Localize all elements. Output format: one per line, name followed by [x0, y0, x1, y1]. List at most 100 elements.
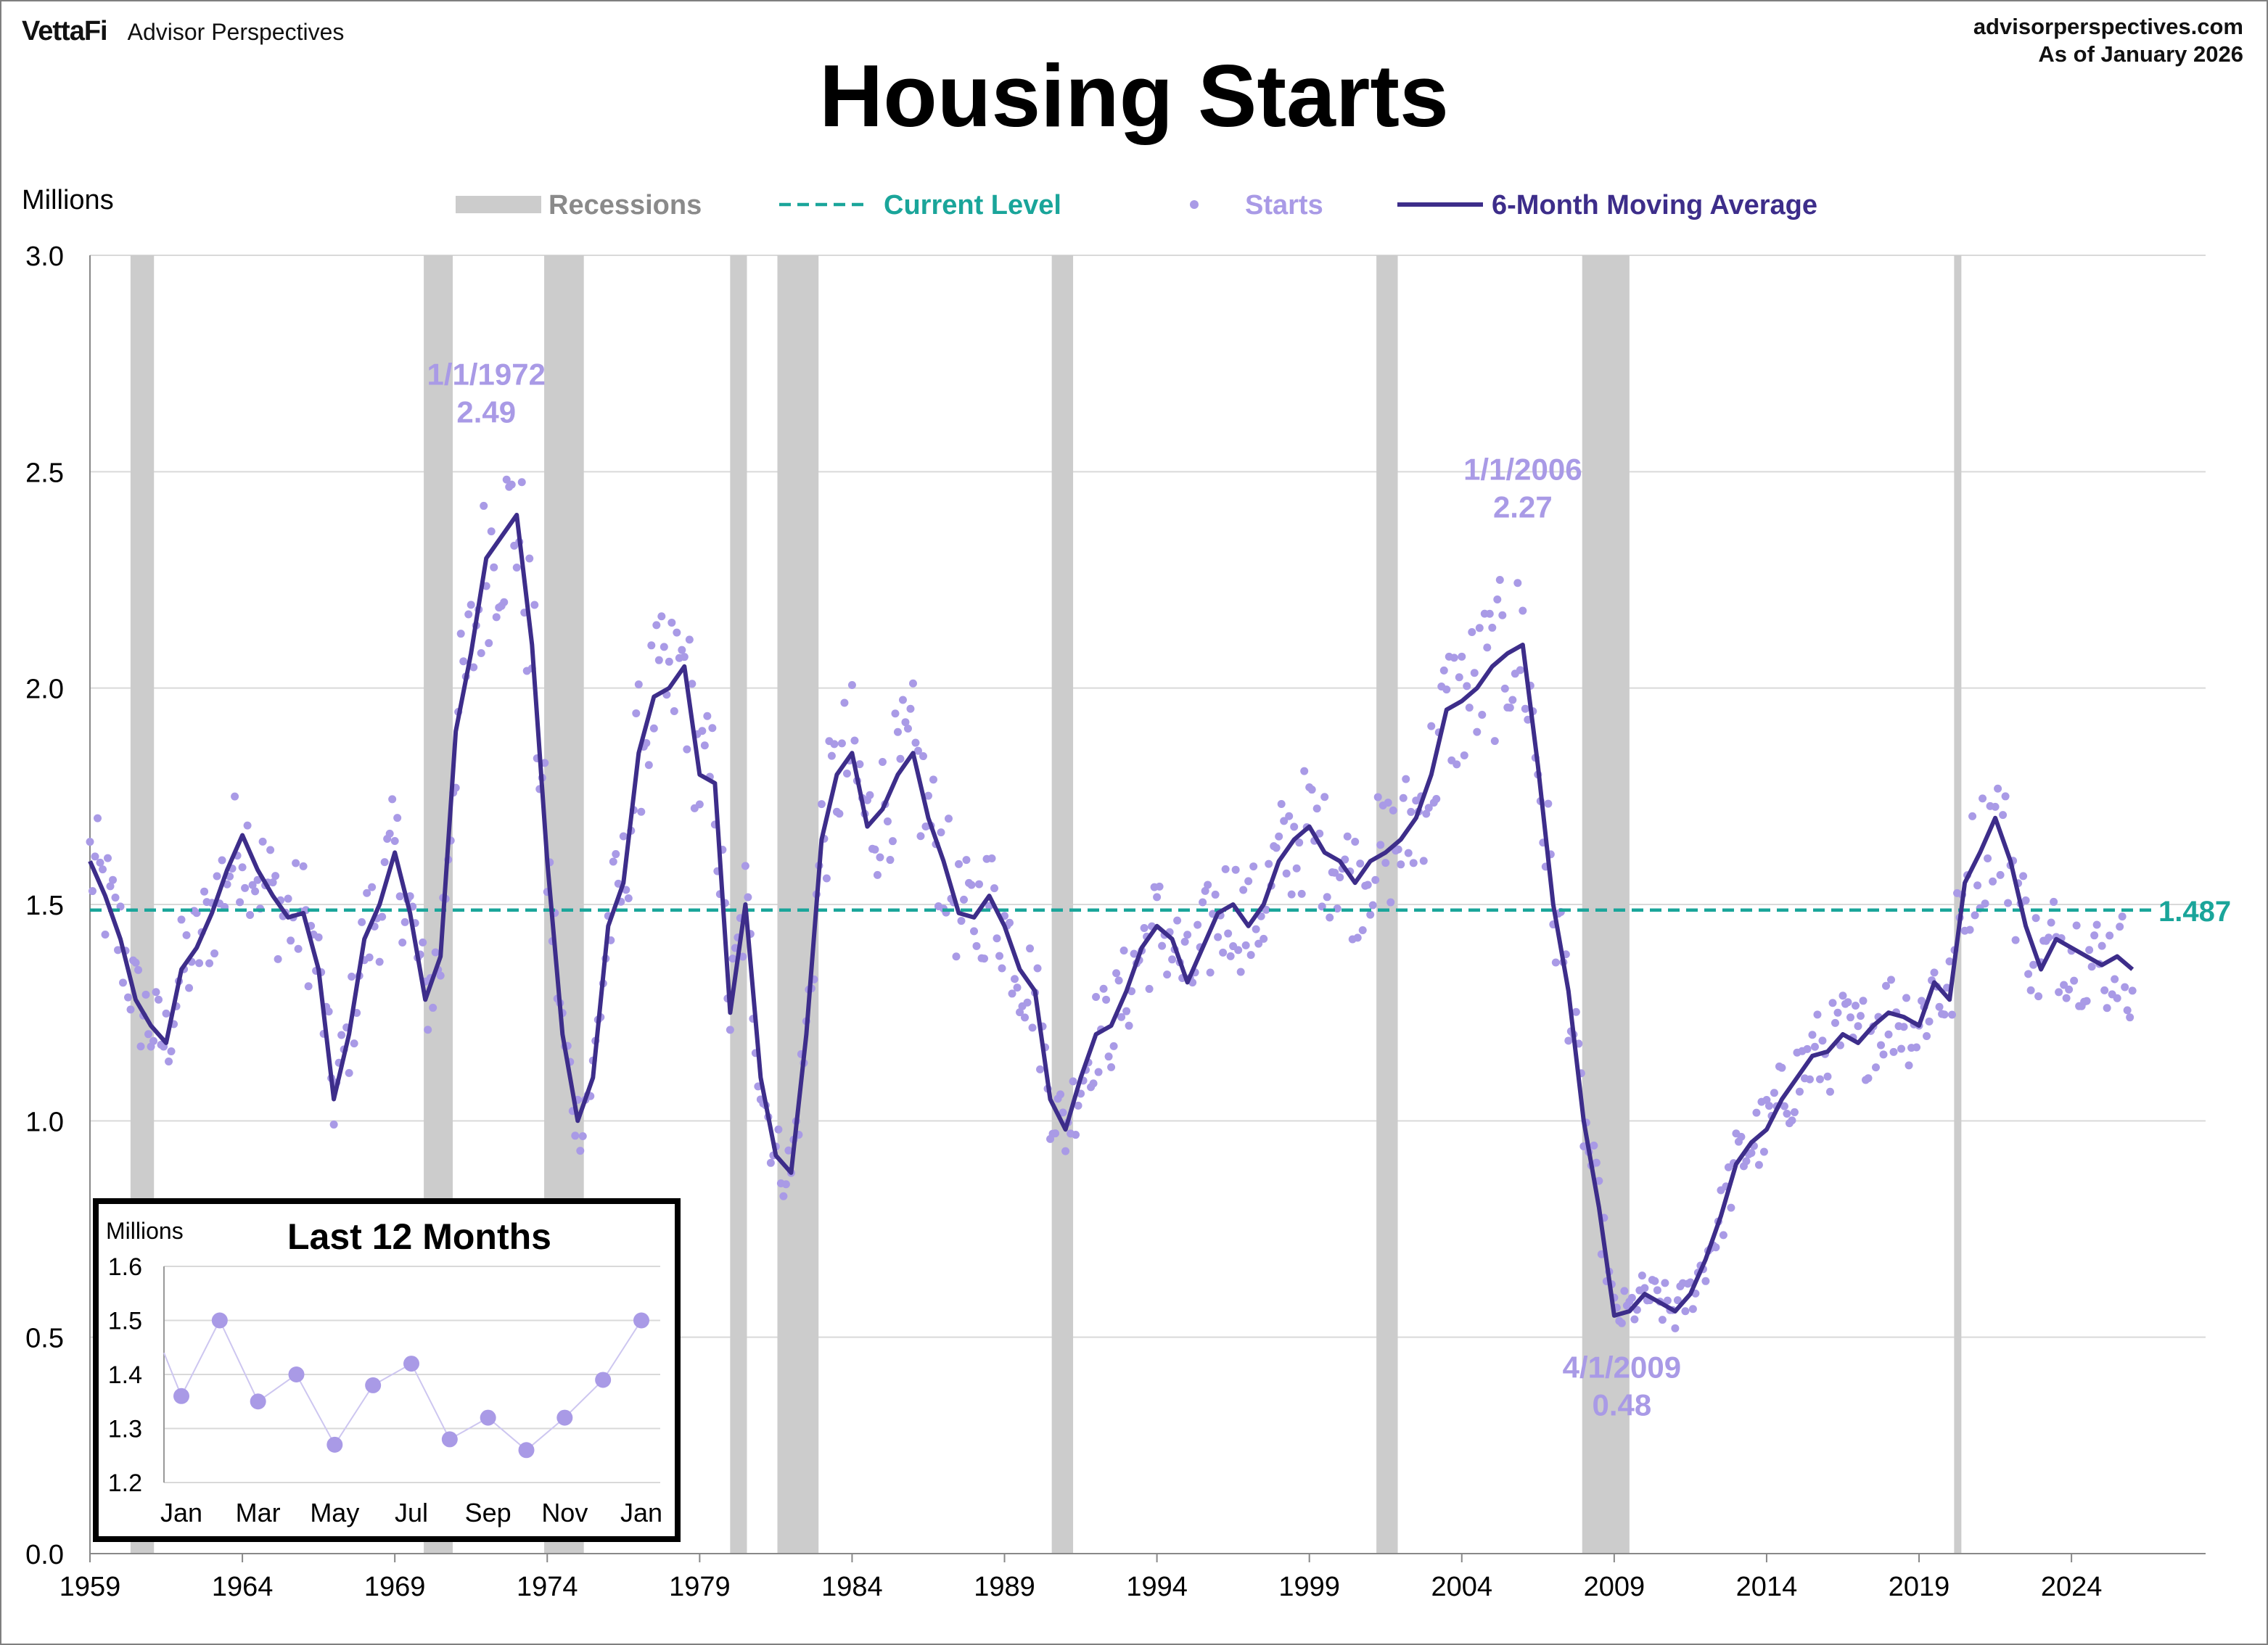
starts-dot	[1470, 669, 1479, 677]
starts-dot	[883, 817, 892, 825]
starts-dot	[1838, 991, 1847, 1000]
x-tick-label: 1964	[212, 1572, 274, 1602]
starts-dot	[314, 933, 323, 941]
starts-dot	[1265, 859, 1273, 868]
starts-dot	[1872, 1063, 1881, 1072]
inset-point	[211, 1312, 228, 1329]
starts-dot	[1815, 1075, 1824, 1084]
starts-dot	[1981, 899, 1989, 908]
starts-dot	[1899, 1023, 1908, 1031]
starts-dot	[1859, 997, 1868, 1005]
starts-dot	[1463, 682, 1471, 690]
starts-dot	[741, 862, 749, 870]
starts-dot	[109, 875, 118, 884]
starts-dot	[1519, 606, 1527, 615]
starts-dot	[1117, 1013, 1126, 1021]
starts-dot	[1094, 1068, 1103, 1076]
starts-dot	[485, 639, 493, 648]
starts-dot	[2045, 933, 2053, 942]
starts-dot	[906, 704, 915, 713]
starts-dot	[1857, 1012, 1865, 1021]
starts-dot	[959, 895, 968, 904]
starts-dot	[1059, 1108, 1067, 1117]
starts-dot	[937, 828, 945, 837]
starts-dot	[1495, 575, 1504, 584]
starts-dot	[1473, 727, 1482, 736]
starts-dot	[1376, 841, 1385, 849]
starts-dot	[1948, 1010, 1957, 1019]
starts-dot	[1455, 673, 1463, 682]
starts-dot	[1991, 802, 2000, 811]
starts-dot	[1778, 1063, 1786, 1072]
starts-dot	[1122, 1007, 1131, 1015]
starts-dot	[781, 1180, 790, 1189]
legend-starts-label: Starts	[1245, 190, 1323, 220]
y-tick-label: 3.0	[25, 242, 64, 272]
starts-dot	[324, 1007, 333, 1016]
starts-dot	[477, 649, 485, 658]
inset-point	[518, 1442, 535, 1459]
inset-chart: Millions Last 12 Months 1.2 1.3 1.4 1.5 1.6 Jan…	[93, 1198, 681, 1542]
starts-dot	[1280, 817, 1289, 825]
starts-dot	[913, 746, 922, 755]
starts-dot	[1442, 685, 1451, 694]
starts-dot	[502, 475, 511, 484]
starts-dot	[1384, 799, 1392, 807]
starts-dot	[1844, 998, 1852, 1007]
starts-dot	[398, 938, 407, 947]
inset-x-tick-label: Mar	[236, 1498, 281, 1528]
starts-dot	[1925, 1017, 1934, 1026]
starts-dot	[2050, 897, 2058, 906]
starts-dot	[1051, 1129, 1060, 1138]
inset-x-tick-label: Sep	[465, 1498, 511, 1528]
starts-dot	[665, 657, 673, 666]
starts-dot	[998, 964, 1006, 973]
starts-dot	[1158, 941, 1167, 950]
x-tick-label: 2019	[1889, 1572, 1950, 1602]
x-tick-label: 1959	[59, 1572, 121, 1602]
starts-dot	[480, 501, 488, 510]
starts-dot	[294, 944, 303, 953]
starts-dot	[236, 898, 245, 907]
annotation-value: 2.27	[1493, 490, 1553, 524]
starts-dot	[1483, 643, 1492, 652]
starts-dot	[246, 910, 255, 919]
starts-dot	[429, 1003, 437, 1012]
starts-dot	[1505, 704, 1514, 712]
starts-dot	[1153, 893, 1162, 902]
starts-dot	[1201, 886, 1209, 895]
starts-dot	[1727, 1203, 1735, 1212]
starts-dot	[238, 863, 247, 872]
starts-dot	[1493, 595, 1502, 603]
y-tick-label: 0.5	[25, 1324, 64, 1354]
starts-dot	[929, 775, 937, 784]
starts-dot	[1968, 812, 1977, 820]
starts-dot	[1571, 1007, 1580, 1016]
starts-dot	[2113, 994, 2121, 1002]
starts-dot	[774, 1125, 783, 1134]
starts-dot	[678, 646, 686, 654]
starts-dot	[703, 712, 712, 720]
starts-dot	[1813, 1010, 1822, 1019]
starts-dot	[670, 706, 678, 715]
starts-dot	[891, 709, 900, 718]
starts-dot	[1326, 913, 1334, 922]
brand-subtitle: Advisor Perspectives	[127, 19, 345, 45]
legend: Recessions Current Level Starts 6-Month Mov…	[456, 190, 1817, 220]
starts-dot	[886, 856, 895, 865]
starts-dot	[680, 653, 689, 661]
starts-dot	[375, 957, 384, 966]
starts-dot	[253, 875, 262, 884]
starts-dot	[2062, 994, 2071, 1002]
starts-dot	[1808, 1031, 1817, 1039]
starts-dot	[1653, 1286, 1661, 1295]
starts-dot	[2072, 921, 2081, 930]
starts-dot	[1343, 832, 1352, 841]
starts-dot	[837, 739, 846, 748]
starts-dot	[1465, 704, 1474, 712]
starts-dot	[1013, 984, 1022, 992]
starts-dot	[649, 724, 658, 733]
inset-x-tick-label: Jul	[395, 1498, 428, 1528]
starts-dot	[1292, 864, 1301, 873]
starts-dot	[2021, 896, 2030, 904]
